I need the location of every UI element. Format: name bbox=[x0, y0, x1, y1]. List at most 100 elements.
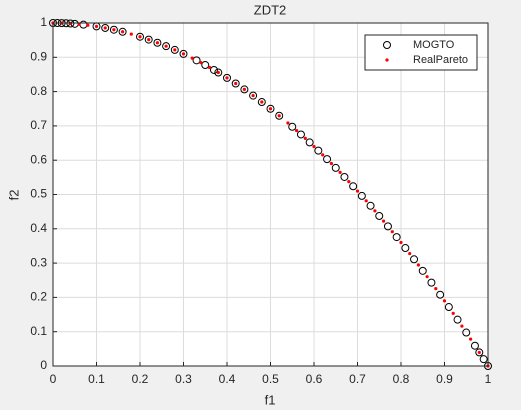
point bbox=[231, 79, 240, 88]
point bbox=[399, 240, 403, 245]
point bbox=[357, 191, 366, 200]
point bbox=[425, 275, 429, 279]
point bbox=[462, 328, 471, 337]
point bbox=[451, 311, 455, 315]
point bbox=[242, 87, 246, 92]
point bbox=[225, 76, 229, 80]
y-tick-label: 0.4 bbox=[30, 221, 47, 235]
chart-title: ZDT2 bbox=[254, 2, 287, 17]
point bbox=[129, 32, 133, 36]
point bbox=[257, 98, 266, 107]
point bbox=[442, 299, 447, 303]
y-tick-label: 0.8 bbox=[30, 84, 47, 98]
point bbox=[147, 38, 151, 42]
y-tick-label: 0.1 bbox=[30, 324, 47, 338]
point bbox=[162, 42, 171, 51]
point bbox=[444, 303, 453, 312]
point bbox=[109, 25, 118, 34]
point bbox=[199, 61, 203, 65]
point bbox=[66, 19, 75, 28]
point bbox=[101, 23, 110, 32]
point bbox=[477, 350, 481, 355]
y-axis-label: f2 bbox=[6, 190, 21, 201]
point bbox=[401, 244, 410, 253]
point bbox=[86, 23, 90, 27]
point bbox=[347, 180, 351, 184]
point bbox=[349, 182, 358, 191]
point bbox=[453, 315, 462, 324]
point bbox=[366, 201, 375, 210]
x-axis-label: f1 bbox=[265, 392, 276, 407]
point bbox=[469, 337, 473, 341]
point bbox=[373, 209, 377, 213]
point bbox=[223, 73, 231, 82]
point bbox=[275, 111, 284, 120]
point bbox=[382, 219, 386, 223]
legend-label: RealPareto bbox=[413, 54, 468, 66]
point bbox=[216, 70, 220, 75]
point bbox=[249, 91, 258, 100]
legend-label: MOGTO bbox=[413, 39, 455, 51]
y-tick-label: 0.5 bbox=[30, 187, 47, 201]
point bbox=[427, 278, 436, 287]
y-tick-label: 0.2 bbox=[30, 290, 47, 304]
point bbox=[288, 122, 297, 131]
point bbox=[390, 230, 394, 234]
point bbox=[240, 85, 249, 94]
point bbox=[136, 32, 144, 41]
point bbox=[118, 27, 127, 36]
point bbox=[68, 21, 72, 26]
point bbox=[314, 146, 323, 155]
y-tick-label: 0.9 bbox=[30, 49, 47, 63]
point bbox=[364, 199, 368, 203]
x-tick-label: 0.5 bbox=[262, 372, 279, 386]
y-tick-label: 0.3 bbox=[30, 255, 47, 269]
point bbox=[375, 211, 384, 220]
point bbox=[392, 233, 401, 242]
point bbox=[260, 100, 264, 104]
point bbox=[209, 65, 218, 74]
point bbox=[331, 163, 340, 172]
point bbox=[138, 35, 142, 39]
point bbox=[286, 121, 290, 125]
point bbox=[179, 49, 188, 58]
point bbox=[410, 255, 419, 264]
point bbox=[383, 222, 392, 231]
point bbox=[436, 290, 445, 299]
y-tick-label: 1 bbox=[40, 15, 47, 29]
legend: MOGTO RealPareto bbox=[364, 34, 478, 71]
point bbox=[251, 93, 255, 98]
x-tick-label: 0.3 bbox=[175, 372, 192, 386]
x-tick-label: 0.7 bbox=[349, 372, 366, 386]
legend-box bbox=[364, 34, 478, 71]
point bbox=[303, 136, 307, 140]
point bbox=[355, 189, 360, 193]
x-tick-label: 1 bbox=[485, 372, 492, 386]
x-tick-label: 0.6 bbox=[306, 372, 323, 386]
point bbox=[208, 65, 212, 70]
x-tick-label: 0.9 bbox=[436, 372, 453, 386]
point bbox=[164, 44, 168, 48]
point bbox=[479, 355, 488, 364]
point bbox=[475, 348, 484, 357]
x-tick-label: 0.2 bbox=[132, 372, 149, 386]
legend-marker bbox=[385, 58, 389, 62]
point bbox=[144, 35, 153, 44]
point bbox=[190, 56, 194, 60]
point bbox=[268, 107, 273, 111]
point bbox=[434, 287, 438, 291]
point bbox=[312, 144, 316, 149]
point bbox=[214, 68, 223, 77]
point bbox=[201, 61, 210, 70]
point bbox=[460, 324, 464, 328]
y-tick-label: 0.6 bbox=[30, 152, 47, 166]
point bbox=[103, 26, 107, 30]
point bbox=[173, 48, 177, 52]
point bbox=[338, 170, 342, 175]
point bbox=[340, 172, 349, 181]
y-tick-label: 0 bbox=[40, 358, 47, 372]
point bbox=[170, 45, 179, 54]
point bbox=[470, 341, 479, 350]
